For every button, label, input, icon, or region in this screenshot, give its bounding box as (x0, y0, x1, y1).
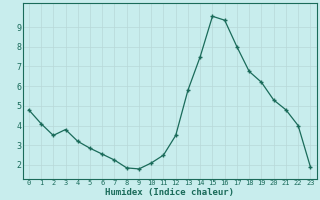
X-axis label: Humidex (Indice chaleur): Humidex (Indice chaleur) (105, 188, 234, 197)
